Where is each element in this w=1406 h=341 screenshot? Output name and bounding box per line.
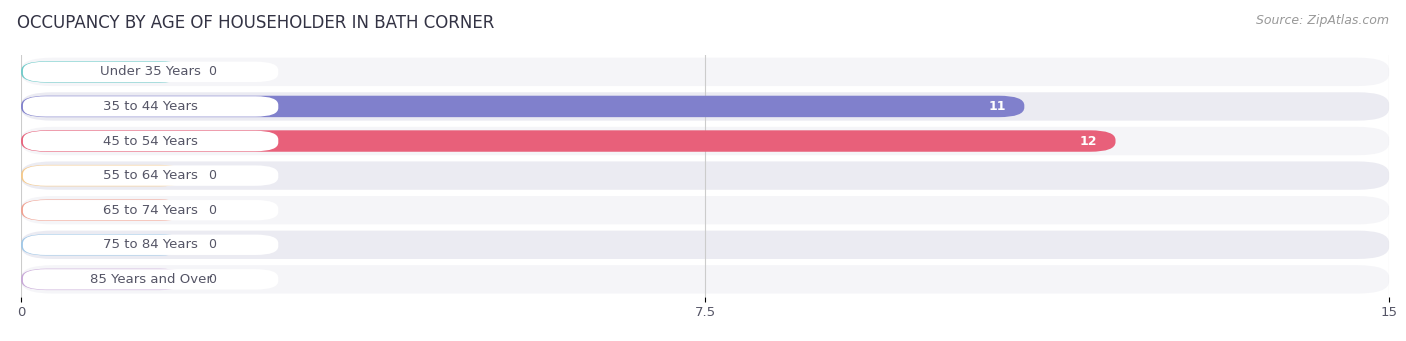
FancyBboxPatch shape — [21, 231, 1389, 259]
FancyBboxPatch shape — [22, 165, 278, 186]
Text: 0: 0 — [208, 238, 217, 251]
Text: 0: 0 — [208, 204, 217, 217]
Text: Source: ZipAtlas.com: Source: ZipAtlas.com — [1256, 14, 1389, 27]
FancyBboxPatch shape — [21, 161, 1389, 190]
Text: 65 to 74 Years: 65 to 74 Years — [103, 204, 198, 217]
FancyBboxPatch shape — [22, 200, 278, 220]
Text: OCCUPANCY BY AGE OF HOUSEHOLDER IN BATH CORNER: OCCUPANCY BY AGE OF HOUSEHOLDER IN BATH … — [17, 14, 495, 32]
FancyBboxPatch shape — [21, 58, 1389, 86]
Text: 0: 0 — [208, 169, 217, 182]
Text: 12: 12 — [1080, 135, 1097, 148]
FancyBboxPatch shape — [22, 96, 278, 117]
FancyBboxPatch shape — [22, 235, 278, 255]
Text: 55 to 64 Years: 55 to 64 Years — [103, 169, 198, 182]
FancyBboxPatch shape — [21, 165, 186, 186]
FancyBboxPatch shape — [21, 61, 186, 83]
Text: 35 to 44 Years: 35 to 44 Years — [103, 100, 198, 113]
Text: 0: 0 — [208, 65, 217, 78]
FancyBboxPatch shape — [22, 131, 278, 151]
Text: 85 Years and Over: 85 Years and Over — [90, 273, 211, 286]
FancyBboxPatch shape — [21, 199, 186, 221]
FancyBboxPatch shape — [21, 196, 1389, 224]
FancyBboxPatch shape — [22, 62, 278, 82]
FancyBboxPatch shape — [22, 269, 278, 290]
Text: Under 35 Years: Under 35 Years — [100, 65, 201, 78]
FancyBboxPatch shape — [21, 234, 186, 255]
FancyBboxPatch shape — [21, 269, 186, 290]
FancyBboxPatch shape — [21, 127, 1389, 155]
FancyBboxPatch shape — [21, 92, 1389, 121]
Text: 0: 0 — [208, 273, 217, 286]
Text: 75 to 84 Years: 75 to 84 Years — [103, 238, 198, 251]
FancyBboxPatch shape — [21, 130, 1115, 152]
FancyBboxPatch shape — [21, 96, 1025, 117]
Text: 11: 11 — [988, 100, 1007, 113]
FancyBboxPatch shape — [21, 265, 1389, 294]
Text: 45 to 54 Years: 45 to 54 Years — [103, 135, 198, 148]
